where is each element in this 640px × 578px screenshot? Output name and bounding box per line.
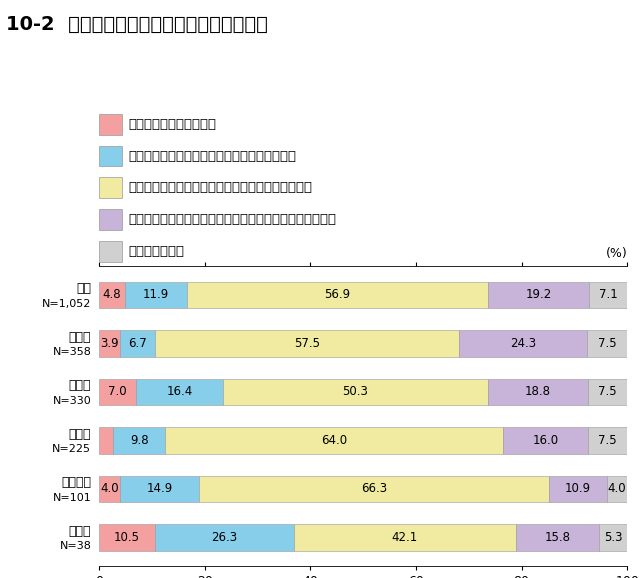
Bar <box>99 379 136 405</box>
Bar <box>136 379 223 405</box>
Text: 7.5: 7.5 <box>598 337 616 350</box>
Bar <box>113 427 165 454</box>
Bar <box>120 330 155 357</box>
Text: 10.9: 10.9 <box>564 483 591 495</box>
Text: 依頼されたら、積極的に参加、協力すると思う: 依頼されたら、積極的に参加、協力すると思う <box>128 150 296 162</box>
Text: 大蔵村: 大蔵村 <box>68 525 92 538</box>
Text: 4.8: 4.8 <box>102 288 121 302</box>
Text: 57.5: 57.5 <box>294 337 320 350</box>
Text: N=330: N=330 <box>52 396 92 406</box>
Bar <box>588 427 627 454</box>
Bar <box>294 524 516 551</box>
Text: 9.8: 9.8 <box>130 434 148 447</box>
Text: 18.8: 18.8 <box>525 386 551 398</box>
Text: N=358: N=358 <box>52 347 92 357</box>
Bar <box>587 330 627 357</box>
Bar <box>589 281 627 308</box>
Text: 15.8: 15.8 <box>545 531 570 544</box>
Bar <box>223 379 488 405</box>
Text: 大石田町: 大石田町 <box>61 476 92 489</box>
Text: 16.4: 16.4 <box>166 386 193 398</box>
Bar <box>459 330 587 357</box>
Bar <box>99 281 125 308</box>
Bar <box>99 330 120 357</box>
Text: 10.5: 10.5 <box>114 531 140 544</box>
Bar <box>165 427 503 454</box>
Text: 7.5: 7.5 <box>598 386 617 398</box>
Text: 26.3: 26.3 <box>211 531 237 544</box>
Text: 24.3: 24.3 <box>510 337 536 350</box>
Text: 16.0: 16.0 <box>532 434 559 447</box>
Bar <box>155 524 294 551</box>
Text: 3.9: 3.9 <box>100 337 119 350</box>
Text: 66.3: 66.3 <box>361 483 387 495</box>
Text: 19.2: 19.2 <box>525 288 552 302</box>
Bar <box>99 427 113 454</box>
Bar <box>588 379 627 405</box>
Text: 4.0: 4.0 <box>608 483 627 495</box>
Text: N=1,052: N=1,052 <box>42 299 92 309</box>
Bar <box>503 427 588 454</box>
Bar <box>99 476 120 502</box>
Text: N=225: N=225 <box>52 444 92 454</box>
Bar <box>188 281 488 308</box>
Bar <box>488 281 589 308</box>
Text: 参加、協力できることはあまりない・協力は難しいと思う: 参加、協力できることはあまりない・協力は難しいと思う <box>128 213 336 226</box>
Text: 大仙市: 大仙市 <box>68 379 92 392</box>
Text: 依頼されたら、できる範囲で参加、協力すると思う: 依頼されたら、できる範囲で参加、協力すると思う <box>128 181 312 194</box>
Bar <box>549 476 607 502</box>
Text: 弘前市: 弘前市 <box>68 331 92 344</box>
Text: 4.0: 4.0 <box>100 483 119 495</box>
Text: 村山市: 村山市 <box>68 428 92 440</box>
Text: 7.0: 7.0 <box>108 386 127 398</box>
Bar <box>155 330 459 357</box>
Text: 64.0: 64.0 <box>321 434 348 447</box>
Text: 6.7: 6.7 <box>128 337 147 350</box>
Text: 7.1: 7.1 <box>598 288 618 302</box>
Bar <box>120 476 199 502</box>
Bar <box>99 524 155 551</box>
Text: 7.5: 7.5 <box>598 434 617 447</box>
Bar <box>516 524 599 551</box>
Text: 5.3: 5.3 <box>604 531 623 544</box>
Text: 14.9: 14.9 <box>147 483 173 495</box>
Text: 全体: 全体 <box>76 282 92 295</box>
Bar <box>599 524 627 551</box>
Text: 11.9: 11.9 <box>143 288 169 302</box>
Text: N=101: N=101 <box>52 492 92 503</box>
Bar <box>488 379 588 405</box>
Bar <box>199 476 549 502</box>
Bar <box>607 476 628 502</box>
Text: 既に参加、協力している: 既に参加、協力している <box>128 118 216 131</box>
Text: N=38: N=38 <box>60 541 92 551</box>
Text: その他・無回答: その他・無回答 <box>128 245 184 258</box>
Text: 56.9: 56.9 <box>324 288 351 302</box>
Text: 50.3: 50.3 <box>342 386 369 398</box>
Text: (%): (%) <box>605 247 627 260</box>
Text: 42.1: 42.1 <box>392 531 418 544</box>
Text: 10-2  個別避難計画への協力についての意向: 10-2 個別避難計画への協力についての意向 <box>6 14 268 34</box>
Bar <box>125 281 188 308</box>
